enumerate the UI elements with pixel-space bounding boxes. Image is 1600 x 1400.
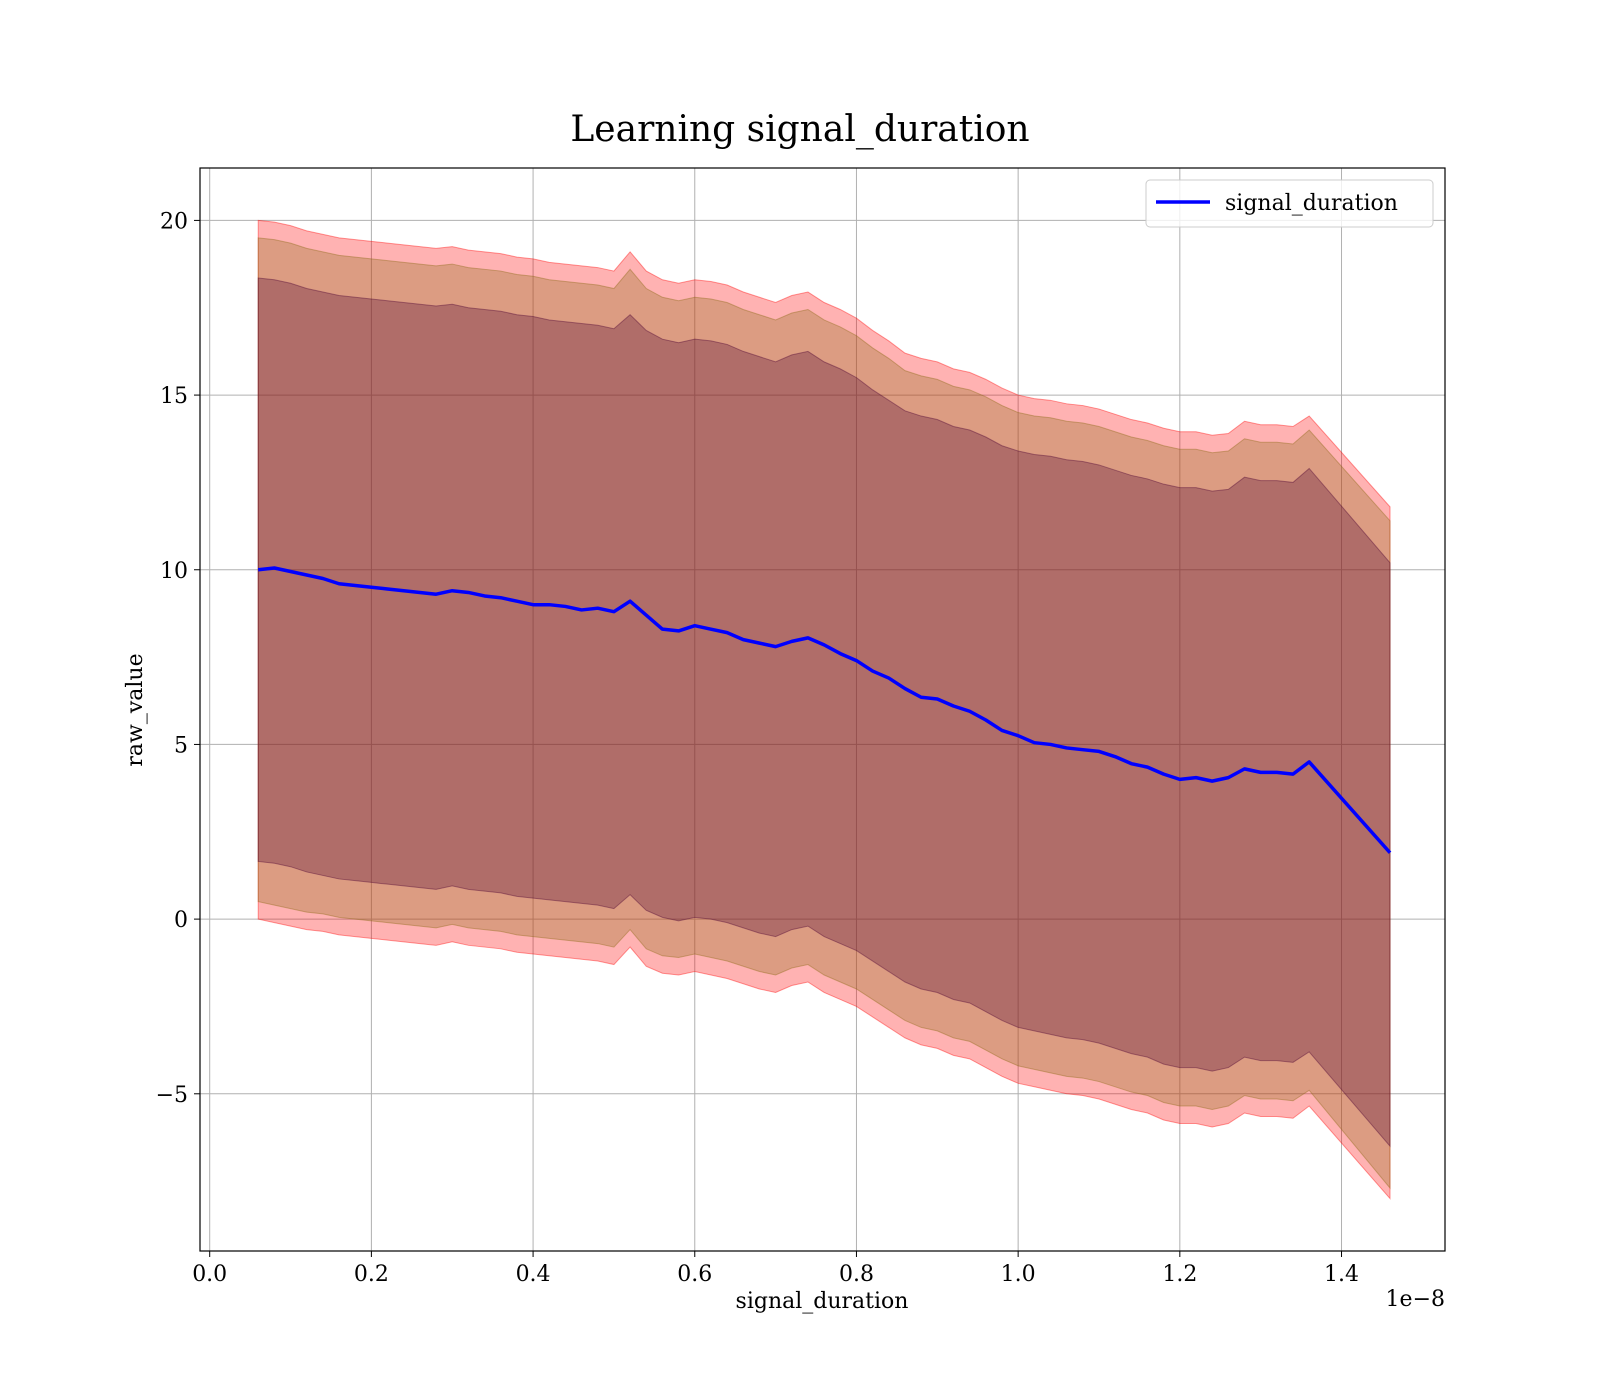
y-tick-label: 10 <box>160 559 188 584</box>
y-tick-label: 20 <box>160 209 188 234</box>
x-tick-label: 1.0 <box>1001 1262 1036 1287</box>
x-axis-ticks: 0.0 0.2 0.4 0.6 0.8 1.0 1.2 1.4 <box>192 1251 1359 1287</box>
plot-frame <box>199 167 1446 1252</box>
confidence-bands <box>257 219 1391 1200</box>
x-tick-label: 0.2 <box>354 1262 389 1287</box>
plot-area <box>200 168 1445 1251</box>
x-tick-label: 0.6 <box>677 1262 712 1287</box>
band-middle <box>257 237 1391 1190</box>
legend: signal_duration <box>1145 179 1434 228</box>
y-axis-label: raw_value <box>123 653 148 766</box>
y-tick-label: −5 <box>156 1083 188 1108</box>
y-axis-ticks: −5 0 5 10 15 20 <box>156 209 200 1108</box>
legend-entry-signal-duration: signal_duration <box>1225 191 1398 216</box>
y-tick-label: 15 <box>160 384 188 409</box>
series-lines <box>258 566 1392 854</box>
x-axis-label: signal_duration <box>736 1289 909 1314</box>
band-inner <box>257 277 1391 1148</box>
band-outer <box>257 219 1391 1200</box>
x-tick-label: 0.8 <box>839 1262 874 1287</box>
series-line-signal-duration <box>258 566 1392 854</box>
x-tick-label: 0.0 <box>192 1262 227 1287</box>
legend-box <box>1145 179 1434 228</box>
y-tick-label: 0 <box>174 908 188 933</box>
chart-title: Learning signal_duration <box>570 109 1029 150</box>
x-axis-offset-label: 1e−8 <box>1386 1287 1445 1312</box>
x-tick-label: 0.4 <box>516 1262 551 1287</box>
x-tick-label: 1.4 <box>1324 1262 1359 1287</box>
y-tick-label: 5 <box>174 733 188 758</box>
grid <box>200 168 1445 1251</box>
x-tick-label: 1.2 <box>1162 1262 1197 1287</box>
